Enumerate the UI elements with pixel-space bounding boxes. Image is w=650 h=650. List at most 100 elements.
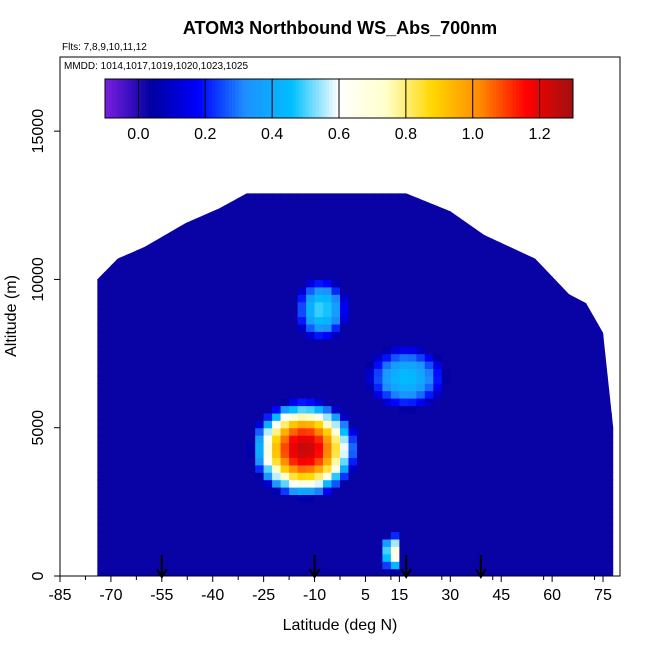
heatmap-cell: [314, 220, 324, 229]
heatmap-cell: [543, 398, 553, 407]
heatmap-cell: [577, 368, 587, 377]
heatmap-cell: [161, 346, 171, 355]
heatmap-cell: [144, 205, 154, 214]
heatmap-cell: [246, 234, 256, 243]
heatmap-cell: [297, 553, 307, 562]
heatmap-cell: [433, 494, 443, 503]
heatmap-cell: [441, 361, 451, 369]
heatmap-cell: [86, 487, 95, 495]
heatmap-cell: [373, 546, 383, 555]
heatmap-cell: [170, 509, 180, 518]
heatmap-cell: [348, 220, 358, 229]
heatmap-cell: [594, 257, 604, 266]
heatmap-cell: [543, 242, 553, 251]
heatmap-cell: [560, 220, 570, 229]
heatmap-cell: [348, 561, 358, 570]
heatmap-cell: [263, 234, 273, 243]
heatmap-cell: [77, 220, 86, 228]
heatmap-cell: [69, 532, 78, 540]
heatmap-cell: [340, 193, 350, 199]
heatmap-cell: [518, 509, 528, 518]
heatmap-cell: [357, 193, 367, 199]
heatmap-cell: [526, 338, 536, 347]
heatmap-cell: [306, 286, 316, 295]
heatmap-cell: [407, 346, 417, 355]
heatmap-cell: [136, 301, 146, 310]
heatmap-cell: [390, 242, 400, 251]
heatmap-cell: [161, 553, 171, 562]
heatmap-cell: [272, 368, 282, 377]
heatmap-cell: [374, 183, 383, 191]
heatmap-cell: [492, 220, 502, 229]
heatmap-cell: [407, 538, 417, 547]
heatmap-cell: [255, 405, 265, 414]
heatmap-cell: [289, 509, 299, 518]
heatmap-cell: [86, 220, 95, 228]
heatmap-cell: [323, 197, 333, 206]
heatmap-cell: [365, 242, 375, 251]
heatmap-cell: [187, 375, 197, 384]
heatmap-cell: [560, 494, 570, 503]
heatmap-cell: [238, 227, 248, 236]
heatmap-cell: [424, 301, 434, 310]
heatmap-cell: [170, 323, 180, 332]
heatmap-cell: [450, 464, 460, 473]
heatmap-cell: [195, 227, 205, 236]
heatmap-cell: [484, 427, 494, 436]
heatmap-cell: [603, 346, 613, 355]
heatmap-cell: [348, 249, 358, 258]
heatmap-cell: [560, 331, 570, 340]
heatmap-cell: [229, 420, 239, 429]
heatmap-cell: [382, 346, 392, 355]
heatmap-cell: [238, 264, 248, 273]
heatmap-cell: [102, 546, 112, 555]
heatmap-cell: [272, 279, 282, 288]
heatmap-cell: [263, 464, 273, 473]
heatmap-cell: [390, 220, 400, 229]
heatmap-cell: [390, 346, 400, 355]
heatmap-cell: [458, 412, 468, 421]
heatmap-cell: [289, 361, 299, 369]
heatmap-cell: [153, 323, 163, 332]
heatmap-cell: [484, 176, 493, 184]
heatmap-cell: [297, 227, 307, 236]
heatmap-cell: [577, 442, 587, 451]
heatmap-cell: [69, 346, 78, 354]
heatmap-cell: [467, 368, 477, 377]
heatmap-cell: [441, 457, 451, 466]
heatmap-cell: [365, 368, 375, 377]
heatmap-cell: [306, 212, 316, 221]
heatmap-cell: [314, 546, 324, 555]
heatmap-cell: [60, 420, 69, 428]
heatmap-cell: [492, 257, 502, 266]
heatmap-cell: [365, 464, 375, 473]
heatmap-cell: [433, 390, 443, 399]
heatmap-cell: [110, 368, 120, 377]
heatmap-cell: [110, 227, 120, 236]
heatmap-cell: [552, 568, 562, 576]
heatmap-cell: [280, 568, 290, 576]
heatmap-cell: [365, 286, 375, 295]
heatmap-cell: [509, 316, 519, 325]
heatmap-cell: [407, 412, 417, 421]
heatmap-cell: [170, 487, 180, 495]
heatmap-cell: [357, 375, 367, 384]
heatmap-cell: [144, 316, 154, 325]
heatmap-cell: [119, 442, 129, 451]
heatmap-cell: [212, 553, 222, 562]
heatmap-cell: [86, 183, 95, 191]
heatmap-cell: [594, 234, 604, 243]
heatmap-cell: [450, 375, 460, 384]
heatmap-cell: [306, 361, 316, 369]
heatmap-cell: [535, 553, 545, 562]
heatmap-cell: [569, 568, 579, 576]
heatmap-cell: [238, 516, 248, 525]
heatmap-cell: [390, 427, 400, 436]
heatmap-cell: [382, 309, 392, 318]
heatmap-cell: [323, 316, 333, 325]
heatmap-cell: [594, 405, 604, 414]
heatmap-cell: [569, 398, 579, 407]
heatmap-cell: [187, 346, 197, 355]
heatmap-cell: [382, 531, 392, 540]
heatmap-cell: [407, 568, 417, 576]
